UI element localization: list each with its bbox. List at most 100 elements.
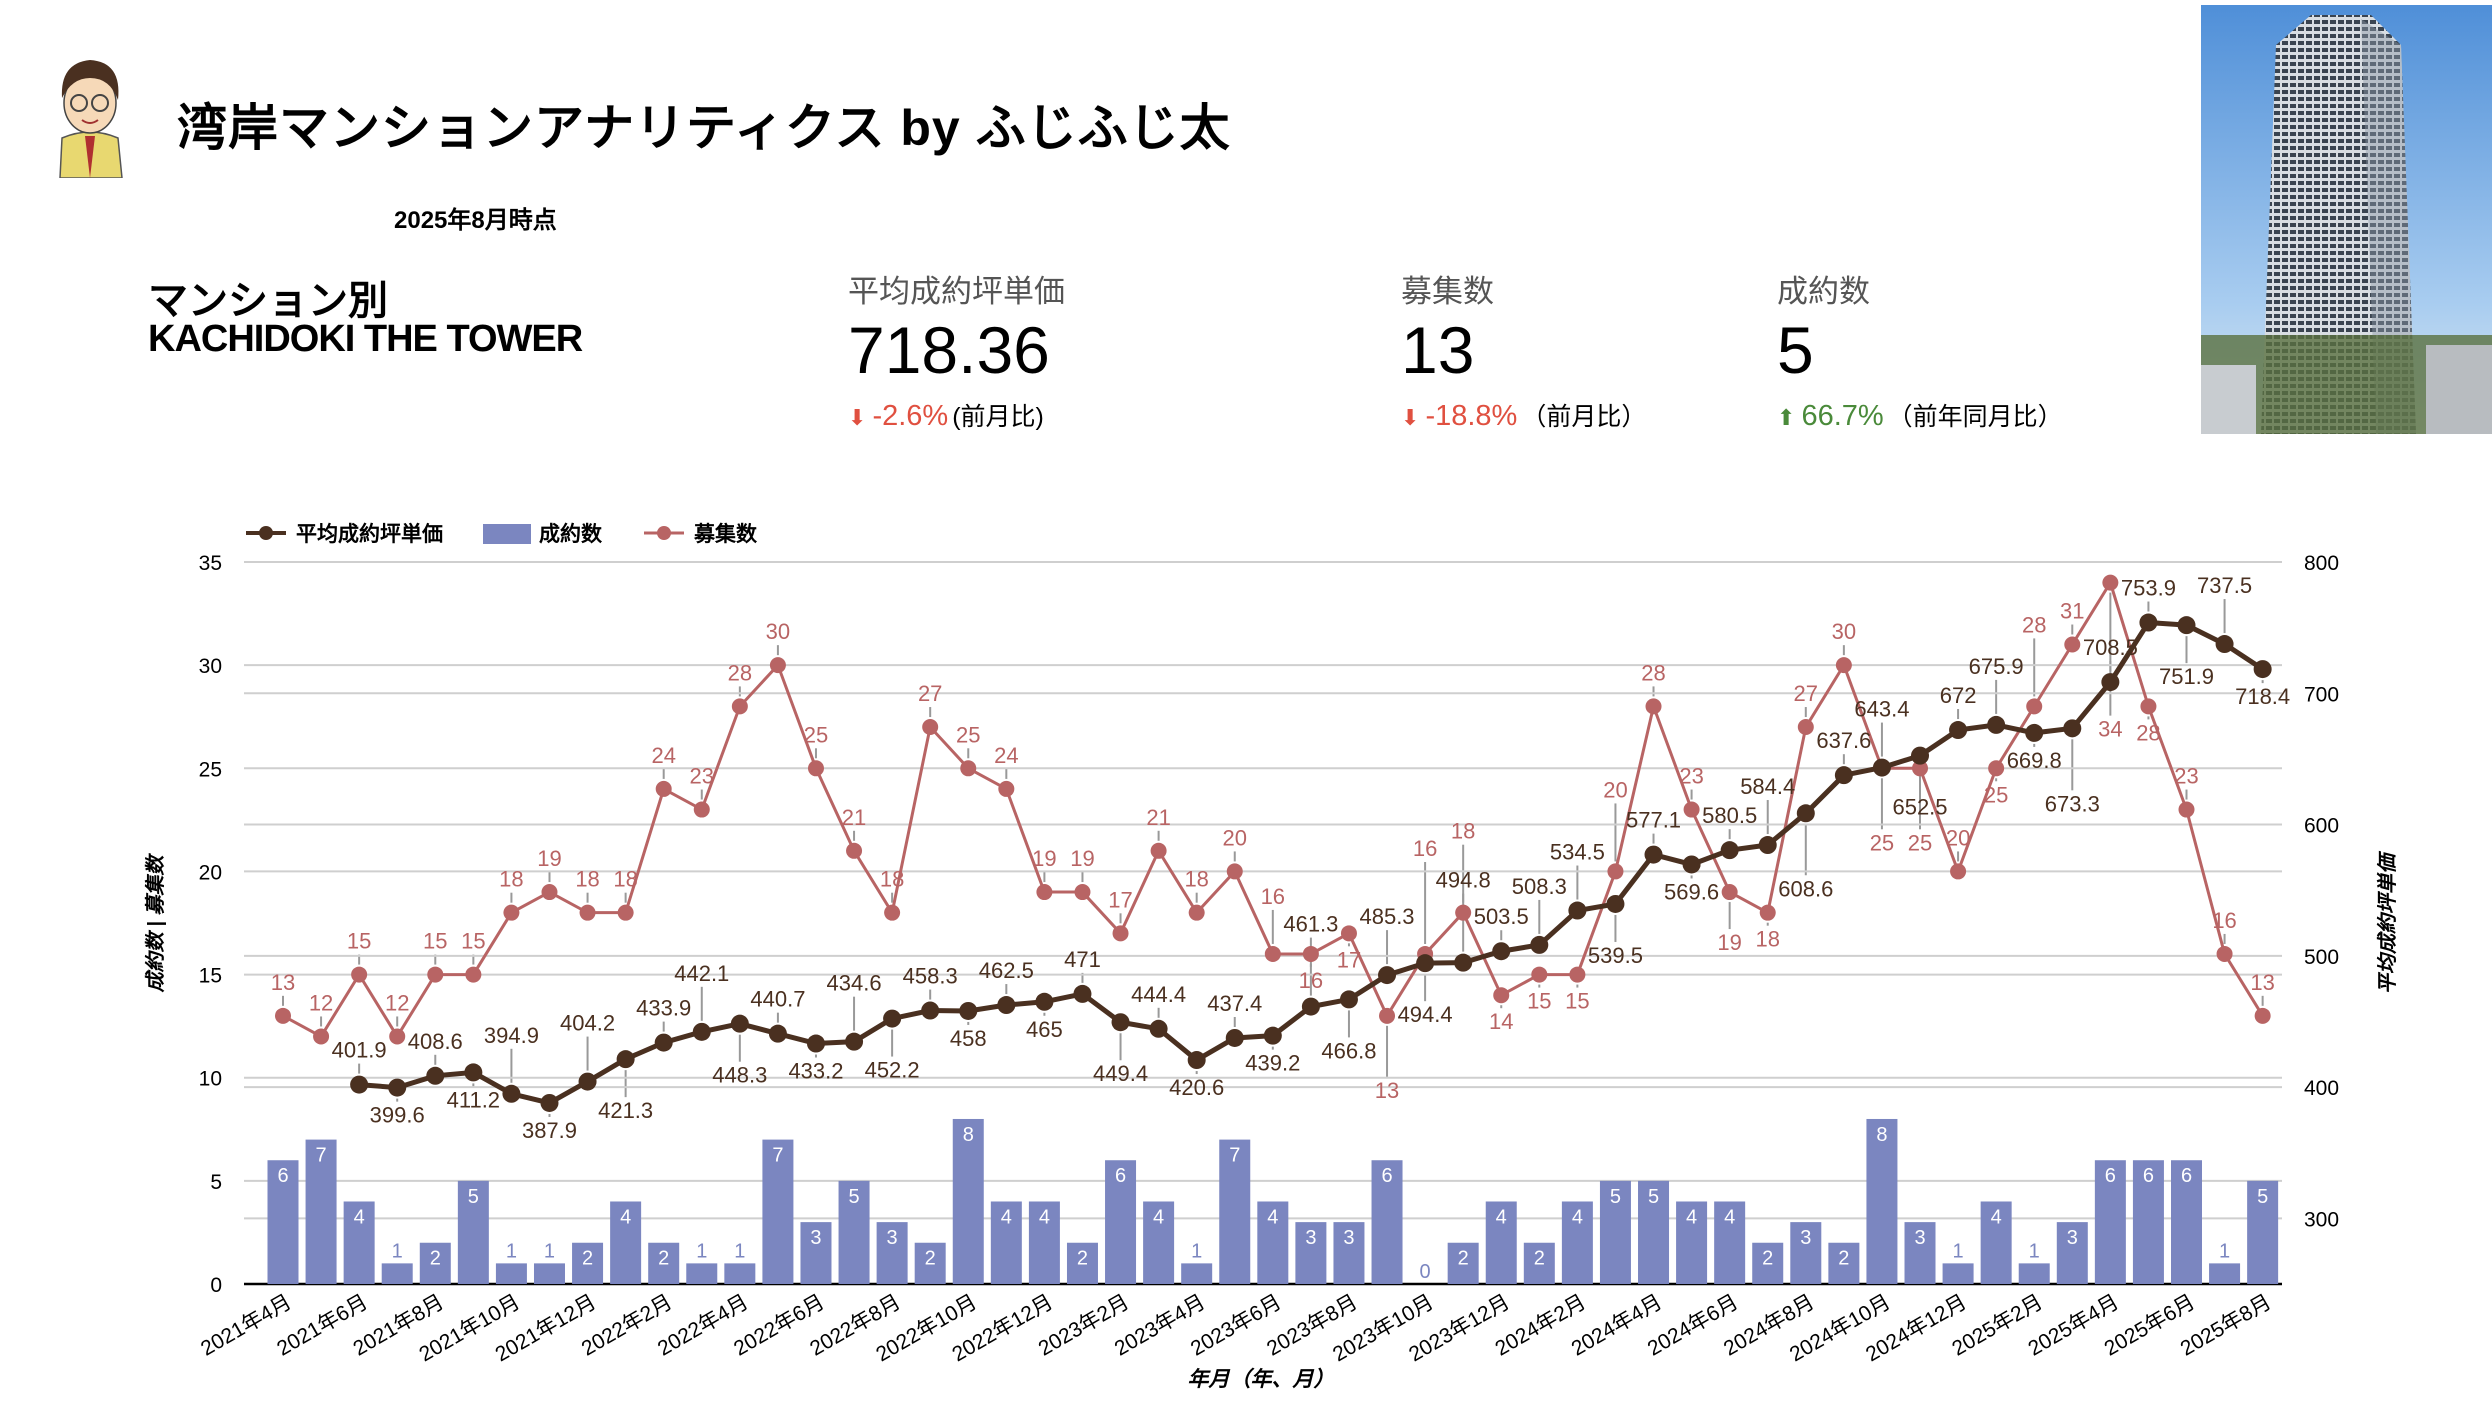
- listings-point: [1721, 884, 1738, 901]
- bar-label: 2: [658, 1248, 669, 1270]
- price-label: 433.9: [636, 996, 691, 1021]
- y-tick-right: 800: [2304, 552, 2339, 575]
- listings-point: [731, 698, 748, 715]
- bar-contracts: [1980, 1201, 2012, 1284]
- bar-contracts: [800, 1222, 832, 1284]
- listings-label: 30: [766, 619, 790, 644]
- price-label: 503.5: [1474, 904, 1529, 929]
- bar-contracts: [876, 1222, 908, 1284]
- price-label: 394.9: [484, 1023, 539, 1048]
- listings-point: [1112, 925, 1129, 942]
- price-point: [2025, 723, 2044, 742]
- price-point: [1796, 804, 1815, 823]
- bar-label: 4: [354, 1206, 365, 1228]
- listings-point: [693, 801, 710, 818]
- bar-label: 7: [772, 1145, 783, 1167]
- price-label: 751.9: [2159, 664, 2214, 689]
- price-label: 439.2: [1245, 1051, 1300, 1076]
- price-point: [1568, 901, 1587, 920]
- listings-label: 23: [2174, 764, 2198, 789]
- y-tick-right: 600: [2304, 815, 2339, 838]
- listings-point: [1188, 904, 1205, 921]
- legend-item-listings[interactable]: 募集数: [642, 518, 757, 548]
- bar-label: 4: [1686, 1206, 1697, 1228]
- price-label: 449.4: [1093, 1061, 1148, 1086]
- legend-item-price[interactable]: 平均成約坪単価: [244, 518, 443, 548]
- arrow-down-icon: ⬇: [848, 405, 867, 430]
- price-label: 399.6: [370, 1103, 425, 1128]
- listings-label: 19: [537, 846, 561, 871]
- bar-contracts: [838, 1180, 870, 1284]
- listings-label: 12: [385, 990, 409, 1015]
- price-point: [1644, 845, 1663, 864]
- price-label: 753.9: [2121, 576, 2176, 601]
- price-label: 737.5: [2197, 573, 2252, 598]
- bar-label: 5: [1648, 1186, 1659, 1208]
- price-point: [502, 1084, 521, 1103]
- bar-label: 1: [1953, 1240, 1964, 1262]
- y-axis-title-left: 成約数 | 募集数: [144, 853, 167, 994]
- listings-label: 14: [1489, 1009, 1513, 1034]
- price-point: [426, 1066, 445, 1085]
- price-point: [1834, 766, 1853, 785]
- kpi-change: -2.6%: [872, 400, 949, 432]
- listings-point: [2102, 574, 2119, 591]
- listings-label: 13: [1375, 1078, 1399, 1103]
- bar-contracts: [1638, 1180, 1670, 1284]
- price-point: [2063, 719, 2082, 738]
- listings-label: 23: [690, 764, 714, 789]
- listings-label: 19: [1070, 846, 1094, 871]
- kpi-label: 成約数: [1777, 274, 1870, 309]
- bar-contracts: [419, 1242, 451, 1284]
- price-label: 673.3: [2045, 791, 2100, 816]
- bar-contracts: [2018, 1263, 2050, 1284]
- price-point: [654, 1033, 673, 1052]
- kpi-label: 平均成約坪単価: [848, 274, 1065, 309]
- listings-label: 20: [1223, 825, 1247, 850]
- bar-label: 2: [1838, 1248, 1849, 1270]
- listings-point: [465, 966, 482, 983]
- price-point: [540, 1093, 559, 1112]
- listings-point: [1645, 698, 1662, 715]
- listings-label: 25: [804, 722, 828, 747]
- listings-label: 18: [880, 867, 904, 892]
- price-label: 444.4: [1131, 982, 1186, 1007]
- listings-point: [2178, 801, 2195, 818]
- listings-point: [807, 760, 824, 777]
- y-tick-left: 5: [210, 1171, 222, 1194]
- price-label: 461.3: [1283, 912, 1338, 937]
- price-label: 608.6: [1778, 876, 1833, 901]
- price-point: [1301, 997, 1320, 1016]
- listings-label: 18: [1184, 867, 1208, 892]
- listings-label: 18: [575, 867, 599, 892]
- price-point: [1035, 992, 1054, 1011]
- listings-label: 19: [1032, 846, 1056, 871]
- bar-contracts: [1295, 1222, 1327, 1284]
- x-axis-title: 年月（年、月）: [1188, 1367, 1335, 1391]
- y-tick-right: 300: [2304, 1208, 2339, 1231]
- bar-label: 1: [506, 1240, 517, 1262]
- listings-point: [2254, 1007, 2271, 1024]
- bar-label: 4: [1572, 1206, 1583, 1228]
- author-avatar: [59, 60, 123, 178]
- listings-label: 16: [2212, 908, 2236, 933]
- price-label: 433.2: [788, 1059, 843, 1084]
- price-point: [1225, 1028, 1244, 1047]
- price-label: 421.3: [598, 1098, 653, 1123]
- bar-contracts: [952, 1118, 984, 1284]
- listings-point: [1950, 863, 1967, 880]
- bar-contracts: [2056, 1222, 2088, 1284]
- kpi-contracts: 成約数 5 ⬆ 66.7% （前年同月比）: [1777, 266, 2063, 433]
- bar-label: 4: [1001, 1206, 1012, 1228]
- listings-point: [1455, 904, 1472, 921]
- listings-label: 15: [1565, 989, 1589, 1014]
- price-point: [730, 1014, 749, 1033]
- bar-label: 5: [848, 1186, 859, 1208]
- price-label: 669.8: [2007, 748, 2062, 773]
- price-label: 508.3: [1512, 874, 1567, 899]
- bar-contracts: [686, 1263, 718, 1284]
- listings-point: [1226, 863, 1243, 880]
- bar-contracts: [1866, 1118, 1898, 1284]
- legend-item-contracts[interactable]: 成約数: [483, 518, 602, 548]
- price-point: [768, 1024, 787, 1043]
